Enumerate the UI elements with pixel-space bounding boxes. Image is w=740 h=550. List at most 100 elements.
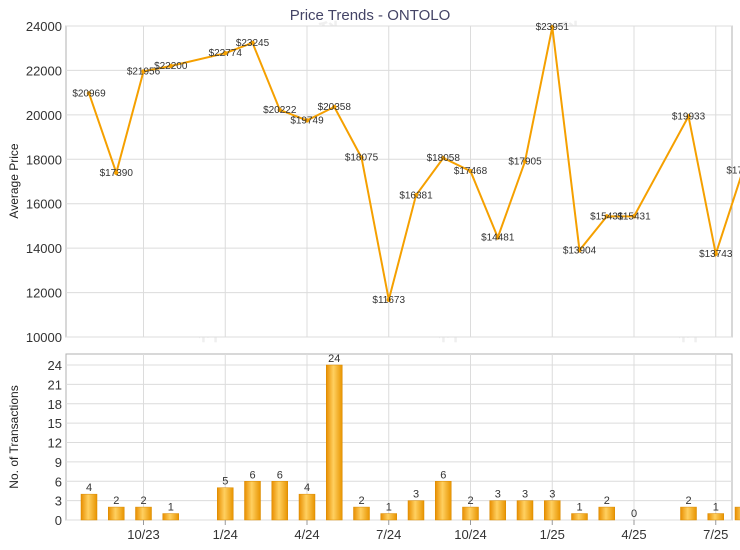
price-point-label: $23951 [536, 22, 570, 33]
price-point [304, 118, 310, 123]
transaction-bar-label: 2 [685, 495, 691, 507]
price-point-label: $17468 [454, 166, 488, 177]
price-point [141, 69, 146, 74]
price-point [468, 168, 473, 174]
price-point [332, 104, 337, 110]
transaction-bars [80, 364, 740, 521]
transaction-bar [707, 513, 724, 521]
price-point [713, 251, 718, 257]
transaction-bar-label: 24 [328, 353, 340, 365]
price-point-label: $19933 [672, 111, 706, 122]
x-tick-label: 4/25 [621, 527, 646, 542]
transactions-y-tick-label: 3 [55, 494, 62, 509]
transaction-bar [407, 500, 425, 521]
x-tick-label: 7/25 [703, 527, 728, 542]
x-axis-ticks: 10/23 1/24 4/24 7/24 10/24 1/25 4/25 7/25 [127, 520, 728, 542]
transaction-bar [489, 500, 506, 521]
transaction-bar-labels: 4221566424213623331202126 [86, 353, 740, 520]
transaction-bar [80, 493, 98, 521]
price-point [550, 24, 555, 30]
price-point [686, 114, 691, 119]
price-y-ticks: 10000 12000 14000 16000 18000 20000 22000 24000 [26, 19, 62, 345]
transaction-bar [162, 513, 179, 521]
chart-title: Price Trends - ONTOLO [290, 7, 451, 24]
price-y-axis-label: Average Price [7, 143, 21, 218]
transactions-y-tick-label: 9 [55, 455, 62, 470]
transactions-grid [66, 354, 732, 521]
transaction-bar [326, 364, 343, 521]
price-y-tick-label: 20000 [26, 108, 62, 123]
price-point [631, 214, 637, 219]
transaction-bar-label: 2 [358, 495, 364, 507]
transaction-bar-label: 1 [168, 502, 174, 514]
transaction-bar-label: 1 [576, 502, 582, 514]
transaction-bar [516, 500, 534, 521]
price-point-label: $17390 [100, 168, 134, 179]
price-points [86, 24, 718, 303]
transaction-bar [353, 506, 370, 521]
price-point-label: $13904 [563, 245, 597, 256]
price-point-label: $20969 [72, 88, 106, 99]
price-point [386, 297, 391, 303]
price-point [86, 91, 92, 96]
price-point [495, 235, 500, 240]
transaction-bar-label: 3 [495, 489, 501, 501]
price-line [88, 26, 740, 301]
transaction-bar-label: 3 [522, 489, 528, 501]
transaction-bar [217, 487, 234, 521]
x-tick-label: 4/24 [294, 527, 319, 542]
transaction-bar [271, 481, 288, 521]
price-labels: $20969 $17390 $21956$22200 $22774$23245 $202… [72, 22, 740, 306]
x-tick-label: 1/25 [540, 527, 565, 542]
transactions-y-tick-label: 18 [48, 397, 62, 412]
transaction-bar-label: 2 [467, 495, 473, 507]
transaction-bar-label: 2 [140, 495, 146, 507]
transaction-bar [571, 513, 588, 521]
transaction-bar-label: 4 [86, 482, 92, 494]
transactions-y-tick-label: 0 [55, 513, 62, 528]
transaction-bar [244, 481, 261, 521]
transaction-bar-label: 2 [113, 495, 119, 507]
price-point [577, 248, 582, 253]
transaction-bar [435, 481, 452, 521]
transactions-y-tick-label: 12 [48, 436, 62, 451]
price-point-label: $15431 [590, 211, 624, 222]
transaction-bar-label: 6 [249, 469, 255, 481]
price-plot-area [65, 25, 733, 338]
price-point [359, 155, 364, 160]
transaction-bar [380, 513, 397, 521]
transaction-bar-label: 1 [386, 502, 392, 514]
transaction-bar-label: 6 [277, 469, 283, 481]
price-point [168, 63, 173, 69]
price-point-label: $15431 [617, 211, 651, 222]
transaction-bar-label: 6 [440, 469, 446, 481]
price-point-label: $21956 [127, 66, 161, 77]
transactions-y-tick-label: 24 [48, 358, 62, 373]
price-point [277, 107, 282, 113]
price-point-label: $23245 [236, 38, 270, 49]
price-point-label: $20358 [318, 102, 352, 113]
x-tick-label: 10/23 [127, 527, 160, 542]
price-point-label: $19749 [290, 115, 324, 126]
price-point [250, 40, 255, 45]
transaction-bar [734, 506, 740, 521]
price-point [114, 170, 119, 176]
x-tick-label: 1/24 [213, 527, 238, 542]
transactions-y-tick-label: 21 [48, 377, 62, 392]
transaction-bar-label: 5 [222, 476, 228, 488]
transactions-y-ticks: 0 3 6 9 12 15 18 21 24 [48, 358, 62, 528]
price-point-label: $14481 [481, 232, 515, 243]
price-point-label: $18058 [427, 153, 461, 164]
price-grid [66, 25, 732, 338]
price-point-label: $22200 [154, 61, 188, 72]
price-point-label: $22774 [209, 48, 243, 59]
transactions-y-tick-label: 6 [55, 474, 62, 489]
transaction-bar [462, 506, 479, 521]
transaction-bar-label: 3 [549, 489, 555, 501]
x-tick-label: 10/24 [454, 527, 487, 542]
transaction-bar-label: 2 [604, 495, 610, 507]
price-point-label: $20222 [263, 105, 297, 116]
transaction-bar [135, 506, 152, 521]
transactions-y-axis-label: No. of Transactions [7, 385, 21, 488]
